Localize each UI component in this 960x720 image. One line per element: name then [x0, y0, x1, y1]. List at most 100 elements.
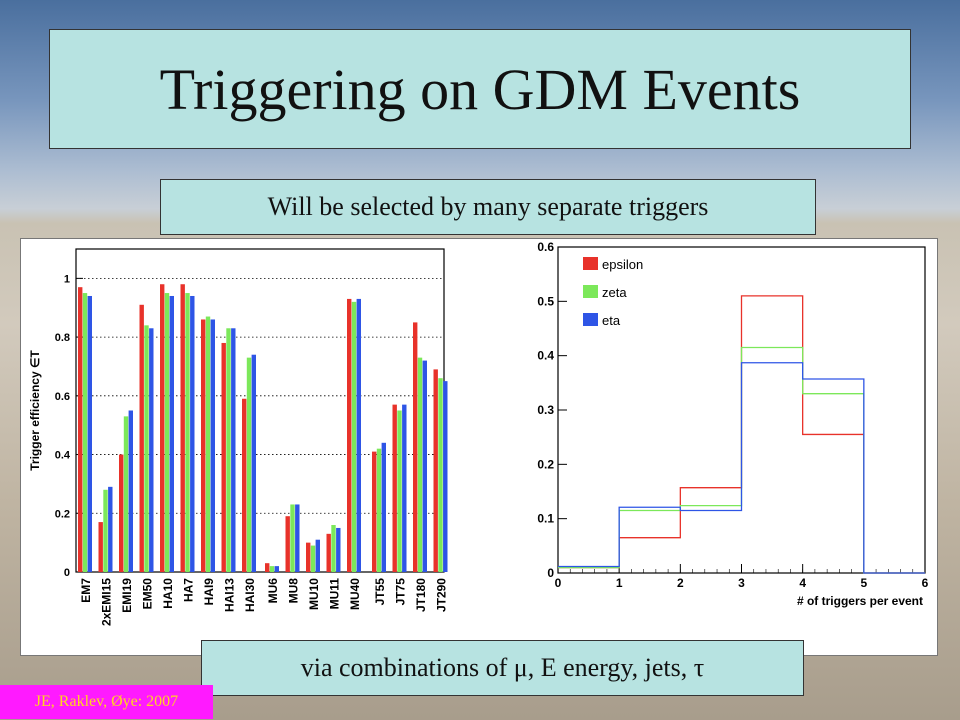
bar-JT180-s1 [417, 357, 423, 572]
bar-ytick-label: 1 [64, 273, 70, 285]
bar-category-label: HAI13 [223, 578, 237, 612]
bar-HAI30-s0 [242, 398, 247, 572]
hist-xtick-label: 0 [555, 576, 562, 590]
bar-category-label: MU40 [348, 578, 362, 610]
hist-xtick-label: 6 [922, 576, 929, 590]
bar-HA7-s0 [180, 284, 185, 572]
hist-ytick-label: 0.1 [537, 512, 554, 526]
bar-HA7-s2 [190, 295, 195, 572]
hist-xtick-label: 5 [860, 576, 867, 590]
legend-swatch-epsilon [583, 257, 598, 270]
bar-category-label: JT180 [414, 578, 428, 612]
bar-MU8-s2 [295, 504, 300, 572]
bar-JT55-s2 [381, 442, 386, 572]
bar-2xEMI15-s1 [103, 489, 108, 572]
legend-swatch-eta [583, 313, 598, 326]
plot-panel: 0 0.2 0.4 0.6 0.8 1 Trigger efficiency ∈T EM7 2x… [20, 238, 938, 656]
hist-xlabel: # of triggers per event [797, 594, 923, 608]
hist-xtick-label: 4 [799, 576, 806, 590]
bar-JT180-s0 [413, 322, 418, 572]
caption-top: Will be selected by many separate trigge… [160, 179, 816, 235]
credit-label: JE, Raklev, Øye: 2007 [0, 685, 213, 719]
bar-EM50-s0 [139, 304, 144, 572]
hist-ytick-label: 0.5 [537, 294, 554, 308]
bar-category-label: HAI30 [243, 578, 257, 612]
bar-category-label: 2xEMI15 [100, 578, 114, 626]
legend-swatch-zeta [583, 285, 598, 298]
hist-ytick-label: 0.6 [537, 240, 554, 254]
bar-MU8-s0 [285, 516, 290, 572]
bar-category-label: JT290 [435, 578, 449, 612]
bar-HA10-s1 [164, 293, 170, 572]
bar-JT180-s2 [422, 360, 427, 572]
bar-category-label: MU10 [307, 578, 321, 610]
bar-EMI19-s2 [128, 410, 133, 572]
bar-JT290-s2 [443, 381, 448, 572]
bar-2xEMI15-s2 [108, 486, 113, 572]
credit-text: JE, Raklev, Øye: 2007 [34, 693, 179, 710]
bar-MU40-s2 [356, 298, 361, 572]
bar-JT55-s1 [376, 448, 382, 572]
legend-label-eta: eta [602, 313, 621, 328]
bar-category-label: MU8 [287, 578, 301, 604]
caption-bottom: via combinations of μ, E energy, jets, τ [201, 640, 804, 696]
bar-HAI30-s1 [246, 357, 252, 572]
bar-category-label: HA10 [161, 578, 175, 609]
bar-HA10-s2 [169, 295, 174, 572]
hist-xtick-label: 1 [616, 576, 623, 590]
bar-category-label: EM50 [141, 578, 155, 610]
legend-label-zeta: zeta [602, 285, 627, 300]
caption-bottom-text: via combinations of μ, E energy, jets, τ [300, 653, 705, 682]
bar-MU6-s1 [269, 566, 275, 572]
bar-JT55-s0 [372, 451, 377, 572]
bar-HAI9-s2 [210, 319, 215, 572]
bar-MU40-s1 [351, 301, 357, 572]
bar-MU11-s1 [331, 525, 336, 572]
bar-MU6-s0 [265, 563, 270, 572]
bar-EMI19-s1 [123, 416, 129, 572]
bar-JT290-s1 [438, 378, 443, 572]
hist-xtick-label: 2 [677, 576, 684, 590]
bar-MU40-s0 [347, 298, 352, 572]
hist-xtick-label: 3 [738, 576, 745, 590]
bar-HAI13-s1 [226, 328, 231, 572]
bar-EM7-s0 [78, 287, 83, 572]
bar-MU11-s2 [336, 527, 341, 572]
bar-EMI19-s0 [119, 454, 124, 572]
hist-ytick-label: 0.4 [537, 349, 554, 363]
bar-category-label: EMI19 [120, 578, 134, 613]
hist-series-eta [558, 362, 925, 574]
bar-MU11-s0 [326, 533, 331, 572]
bar-EM7-s1 [82, 293, 88, 572]
bar-MU6-s2 [274, 566, 279, 572]
bar-category-label: MU11 [328, 578, 342, 610]
bar-HA10-s0 [160, 284, 165, 572]
bar-JT75-s1 [397, 410, 402, 572]
bar-category-label: JT75 [394, 578, 408, 606]
bar-2xEMI15-s0 [98, 522, 103, 572]
bar-ytick-label: 0 [64, 567, 70, 579]
bar-JT290-s0 [433, 369, 438, 572]
bar-HAI9-s1 [205, 316, 211, 572]
bar-EM7-s2 [87, 295, 92, 572]
bar-HAI9-s0 [201, 319, 206, 572]
charts-svg: 0 0.2 0.4 0.6 0.8 1 Trigger efficiency ∈T EM7 2x… [28, 240, 929, 626]
bar-JT75-s2 [402, 404, 407, 572]
bar-EM50-s1 [144, 325, 149, 572]
bar-HAI13-s0 [221, 342, 226, 572]
bar-category-label: JT55 [373, 578, 387, 606]
bar-category-label: HAI9 [202, 578, 216, 606]
hist-ytick-label: 0 [547, 566, 554, 580]
bar-MU8-s1 [290, 504, 295, 572]
bar-ylabel: Trigger efficiency ∈T [28, 350, 42, 471]
title-box: Triggering on GDM Events [49, 29, 911, 149]
legend-label-epsilon: epsilon [602, 257, 643, 272]
bar-HA7-s1 [185, 293, 190, 572]
caption-top-text: Will be selected by many separate trigge… [267, 192, 709, 221]
hist-ytick-label: 0.2 [537, 457, 554, 471]
bar-ytick-label: 0.6 [55, 391, 70, 403]
bar-MU10-s1 [310, 545, 316, 572]
bar-ytick-label: 0.8 [55, 332, 70, 344]
bar-MU10-s2 [315, 539, 320, 572]
bar-category-label: MU6 [266, 578, 280, 604]
